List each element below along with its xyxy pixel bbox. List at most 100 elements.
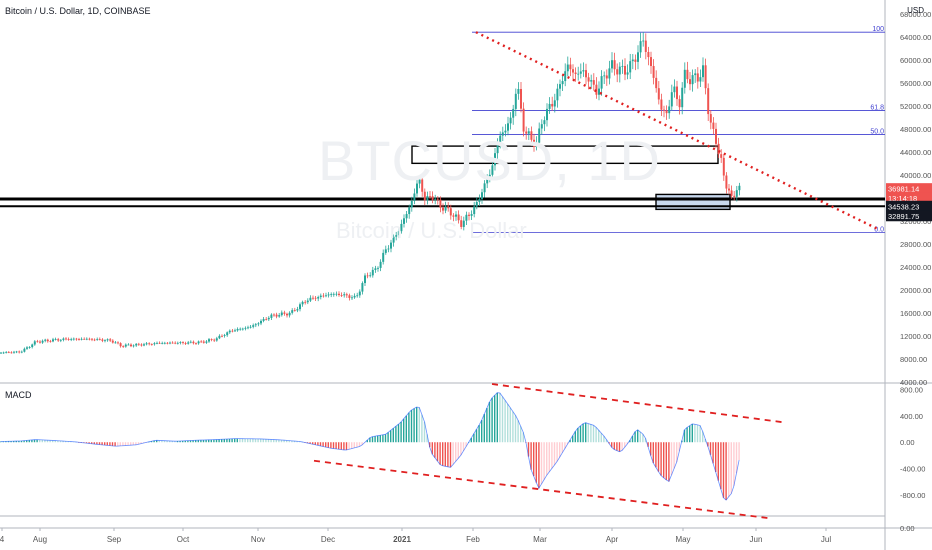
candle-body [140, 344, 143, 346]
candle-body [522, 108, 525, 132]
macd-bar [166, 440, 168, 443]
macd-bar [234, 438, 236, 443]
candle-body [192, 341, 195, 344]
candle-body [730, 190, 733, 196]
fib-level-label: 50.0 [870, 129, 884, 136]
candle-body [468, 214, 470, 216]
macd-bar [236, 438, 238, 443]
candle-body [265, 319, 268, 320]
macd-bar [15, 441, 17, 443]
macd-bar [67, 441, 69, 443]
macd-bar [634, 431, 636, 443]
candle-body [449, 208, 452, 216]
candle-body [644, 40, 647, 52]
candle-body [218, 335, 221, 339]
macd-bar [273, 439, 275, 443]
macd-bar [44, 440, 46, 443]
macd-bar [104, 442, 106, 446]
candle-body [384, 249, 387, 253]
macd-bar [31, 439, 33, 443]
price-tick-label: 44000.00 [900, 148, 931, 157]
candle-body [418, 179, 421, 184]
macd-bar [384, 434, 387, 443]
candle-body [400, 223, 403, 232]
candle-body [197, 341, 200, 344]
macd-bar [176, 441, 179, 443]
macd-bar [169, 440, 171, 443]
macd-bar [735, 442, 738, 473]
macd-bar [520, 426, 522, 443]
macd-bar [218, 439, 220, 443]
candle-body [673, 86, 676, 93]
candle-body [634, 59, 637, 62]
candle-body [156, 342, 158, 344]
macd-bar [7, 441, 10, 443]
candle-body [546, 108, 548, 121]
macd-bar [504, 400, 506, 443]
candle-body [431, 196, 434, 200]
macd-bar [696, 424, 699, 443]
candle-body [135, 343, 138, 346]
macd-bar [434, 442, 436, 458]
candle-body [98, 339, 101, 340]
macd-bar [247, 438, 249, 443]
candle-body [665, 110, 668, 114]
candle-body [444, 206, 447, 211]
macd-tick-label: 800.00 [900, 385, 923, 394]
candle-body [278, 315, 281, 317]
candle-body [153, 343, 156, 345]
candle-body [603, 75, 606, 77]
macd-channel-upper [491, 383, 785, 424]
macd-bar [98, 442, 101, 445]
candle-body [267, 317, 270, 320]
candle-body [525, 131, 528, 134]
macd-bar [514, 415, 517, 443]
macd-bar [241, 438, 244, 443]
macd-bar [124, 442, 127, 446]
macd-bar [577, 428, 579, 443]
candle-body [577, 73, 580, 75]
candle-body [564, 71, 567, 82]
candle-body [369, 275, 372, 277]
candle-body [621, 65, 624, 67]
candle-body [556, 88, 559, 101]
candle-body [668, 106, 671, 114]
candle-body [585, 70, 587, 78]
macd-bar [312, 442, 314, 445]
candle-body [338, 293, 340, 296]
candle-body [553, 100, 556, 107]
candle-body [696, 73, 699, 82]
macd-bar [462, 442, 465, 451]
candle-body [299, 304, 301, 310]
candle-body [403, 218, 405, 224]
candle-body [127, 344, 130, 346]
macd-bar [179, 441, 181, 443]
macd-bar [715, 442, 717, 472]
macd-bar [587, 423, 589, 443]
candle-body [348, 295, 351, 298]
candle-body [442, 207, 444, 211]
macd-bar [657, 442, 660, 472]
candle-body [413, 193, 416, 201]
macd-bar [626, 442, 628, 444]
candle-body [41, 340, 44, 343]
macd-bar [39, 439, 41, 443]
macd-bar [351, 442, 353, 449]
macd-bar [624, 442, 626, 448]
macd-bar [483, 414, 485, 443]
macd-bar [23, 440, 25, 443]
candle-body [200, 341, 203, 343]
candle-body [587, 77, 590, 82]
candle-body [293, 310, 296, 311]
macd-bar [465, 442, 467, 447]
macd-bar [332, 442, 335, 449]
candle-body [85, 338, 88, 340]
candle-body [226, 332, 229, 336]
macd-bar [5, 441, 7, 443]
macd-bar [187, 440, 189, 443]
candle-body [494, 153, 496, 166]
macd-bar [452, 442, 454, 465]
candle-body [72, 338, 75, 340]
fib-level-label: 61.8 [870, 104, 884, 111]
